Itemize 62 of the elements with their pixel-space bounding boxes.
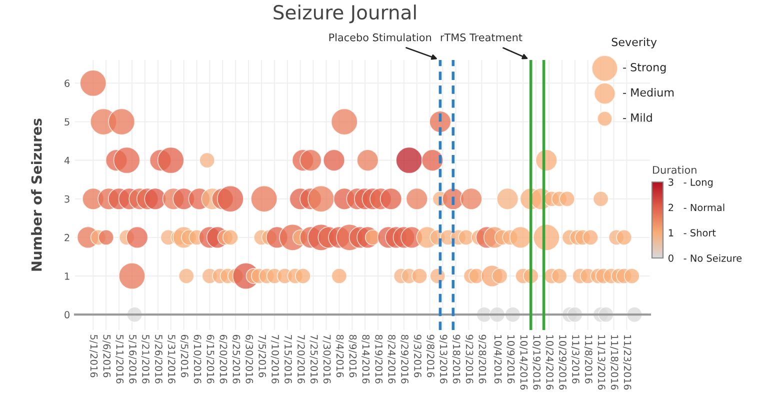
color-bar-label: 2 - Normal bbox=[668, 204, 724, 212]
x-tick-label: 9/23/2016 bbox=[465, 334, 474, 384]
x-tick-label: 8/4/2016 bbox=[336, 334, 344, 378]
y-tick-label: 3 bbox=[64, 195, 70, 203]
x-tick-label: 8/9/2016 bbox=[348, 334, 357, 378]
x-tick-label: 11/18/2016 bbox=[610, 335, 618, 390]
x-tick-label: 5/26/2016 bbox=[154, 334, 162, 384]
x-tick-label: 10/24/2016 bbox=[545, 335, 554, 390]
x-tick-label: 7/30/2016 bbox=[322, 334, 331, 384]
y-axis-title: Number of Seizures bbox=[31, 118, 42, 271]
x-tick-label: 9/3/2016 bbox=[413, 334, 422, 378]
y-tick-label: 5 bbox=[64, 118, 70, 126]
x-tick-label: 11/23/2016 bbox=[623, 335, 632, 390]
x-tick-label: 11/3/2016 bbox=[571, 335, 580, 384]
chart-title: Seizure Journal bbox=[274, 4, 416, 24]
x-tick-label: 6/5/2016 bbox=[180, 334, 188, 378]
ref-line-label: rTMS Treatment bbox=[440, 33, 522, 42]
x-tick-label: 6/30/2016 bbox=[244, 334, 254, 384]
x-tick-label: 10/4/2016 bbox=[494, 335, 502, 384]
legend-label: - Strong bbox=[623, 62, 666, 74]
x-tick-label: 9/13/2016 bbox=[439, 334, 448, 384]
x-tick-label: 7/25/2016 bbox=[310, 334, 318, 384]
x-tick-label: 7/20/2016 bbox=[296, 334, 305, 384]
x-tick-label: 7/15/2016 bbox=[284, 334, 292, 384]
x-tick-label: 7/10/2016 bbox=[270, 334, 279, 384]
color-bar-label: 0 - No Seizure bbox=[668, 254, 742, 262]
ref-line-label: Placebo Stimulation bbox=[329, 33, 431, 42]
x-tick-label: 10/19/2016 bbox=[532, 335, 541, 390]
y-tick-label: 6 bbox=[64, 80, 70, 87]
x-tick-label: 9/18/2016 bbox=[452, 334, 460, 384]
x-tick-label: 6/10/2016 bbox=[193, 334, 202, 384]
x-tick-label: 7/5/2016 bbox=[258, 334, 266, 378]
x-tick-label: 8/24/2016 bbox=[387, 334, 396, 384]
x-tick-label: 5/11/2016 bbox=[115, 334, 124, 384]
x-tick-label: 10/9/2016 bbox=[506, 335, 515, 384]
x-tick-label: 5/21/2016 bbox=[141, 334, 150, 384]
x-tick-label: 8/29/2016 bbox=[400, 334, 408, 384]
x-tick-label: 6/20/2016 bbox=[219, 334, 228, 384]
x-tick-label: 6/15/2016 bbox=[206, 334, 214, 384]
color-bar-title: Duration bbox=[653, 166, 696, 174]
legend-title: Severity bbox=[612, 38, 657, 48]
x-tick-label: 11/13/2016 bbox=[597, 335, 606, 390]
x-tick-label: 5/1/2016 bbox=[90, 334, 98, 378]
legend-label: - Mild bbox=[623, 113, 652, 122]
x-tick-label: 5/31/2016 bbox=[167, 334, 176, 384]
x-tick-label: 8/19/2016 bbox=[374, 334, 383, 384]
x-tick-label: 9/8/2016 bbox=[426, 334, 434, 378]
x-tick-label: 9/28/2016 bbox=[478, 334, 486, 384]
x-tick-label: 5/6/2016 bbox=[102, 334, 111, 378]
x-tick-label: 5/16/2016 bbox=[128, 334, 137, 384]
color-bar-label: 3 - Long bbox=[668, 178, 713, 188]
y-tick-label: 4 bbox=[64, 156, 70, 164]
x-tick-label: 8/14/2016 bbox=[362, 334, 370, 384]
y-tick-label: 2 bbox=[64, 234, 70, 242]
y-tick-label: 1 bbox=[65, 272, 70, 280]
x-tick-label: 10/29/2016 bbox=[558, 335, 566, 390]
x-tick-label: 10/14/2016 bbox=[520, 335, 528, 390]
x-tick-label: 11/8/2016 bbox=[584, 335, 592, 384]
legend-label: - Medium bbox=[623, 88, 674, 97]
color-bar-label: 1 - Short bbox=[668, 228, 716, 236]
x-tick-label: 6/25/2016 bbox=[232, 334, 240, 384]
y-tick-label: 0 bbox=[64, 311, 70, 318]
